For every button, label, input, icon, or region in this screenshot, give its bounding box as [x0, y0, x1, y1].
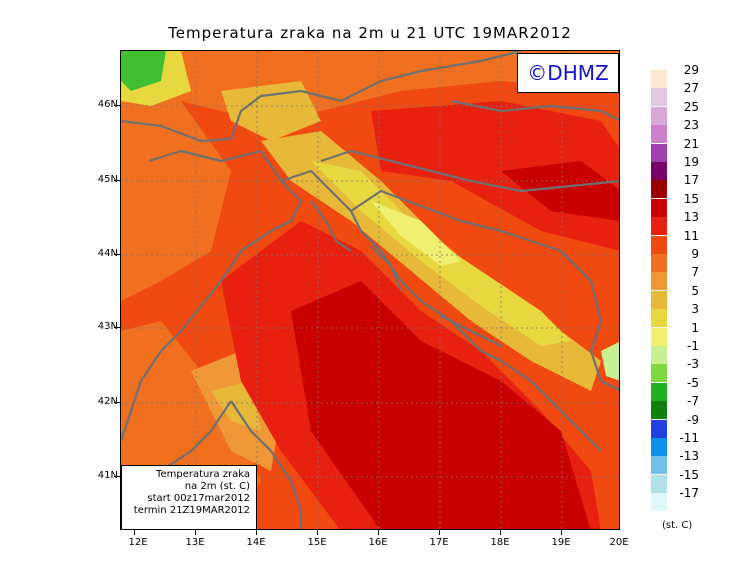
info-line-4: termin 21Z19MAR2012 — [133, 505, 250, 516]
legend-label: -17 — [679, 486, 699, 501]
legend-label: -1 — [687, 339, 699, 353]
legend-unit: (st. C) — [662, 520, 693, 531]
temperature-field — [121, 51, 619, 529]
lon-tick — [439, 530, 440, 535]
lon-label-18: 18E — [490, 537, 510, 548]
italy-coast — [230, 400, 303, 529]
lon-label-13: 13E — [185, 537, 205, 548]
lat-label-44: 44N — [97, 248, 118, 259]
lon-label-12: 12E — [128, 537, 148, 548]
legend-swatch — [651, 364, 667, 383]
legend-label: 7 — [691, 265, 699, 280]
info-box: Temperatura zraka na 2m (st. C) start 00… — [121, 465, 257, 529]
field-pannonia — [371, 101, 619, 251]
coastlines — [121, 51, 619, 483]
legend-label: 23 — [683, 118, 699, 133]
lat-label-46: 46N — [97, 99, 118, 110]
lon-tick — [500, 530, 501, 535]
lat-tick — [114, 402, 120, 403]
lon-tick — [378, 530, 379, 535]
legend-label: -5 — [687, 375, 699, 390]
graticule — [121, 51, 619, 529]
legend-swatch — [651, 162, 667, 180]
lat-tick — [114, 254, 120, 255]
legend-label: 19 — [683, 155, 699, 169]
dhmz-logo: ©DHMZ — [517, 53, 619, 93]
field-alps-freezing — [121, 51, 166, 91]
map-title: Temperatura zraka na 2m u 21 UTC 19MAR20… — [168, 24, 572, 42]
legend-swatch — [651, 88, 667, 107]
field-adriatic-warm — [291, 281, 591, 529]
lat-tick — [114, 327, 120, 328]
lon-label-20: 20E — [609, 537, 629, 548]
legend-label: 3 — [691, 302, 699, 317]
lon-tick — [561, 530, 562, 535]
legend-swatch — [651, 401, 667, 420]
legend-swatch — [651, 272, 667, 291]
legend-swatch — [651, 125, 667, 144]
legend-label: 11 — [683, 228, 699, 243]
legend-swatch — [651, 327, 667, 346]
field-montenegro-cold — [601, 342, 619, 381]
field-dinaric-coldest — [371, 201, 461, 266]
legend-label: -11 — [679, 431, 699, 445]
legend-swatch — [651, 235, 667, 254]
legend-label: 21 — [683, 136, 699, 151]
legend-swatch — [651, 456, 667, 475]
legend-swatch — [651, 346, 667, 364]
legend-label: 15 — [683, 191, 699, 206]
lon-tick — [317, 530, 318, 535]
lat-label-41: 41N — [97, 470, 118, 481]
info-line-1: Temperatura zraka — [156, 469, 250, 480]
legend-swatch — [651, 309, 667, 328]
lon-label-17: 17E — [429, 537, 449, 548]
legend-swatch — [651, 474, 667, 493]
legend-swatch — [651, 180, 667, 199]
info-line-3: start 00z17mar2012 — [147, 493, 250, 504]
legend-label: 27 — [683, 81, 699, 96]
legend-label: 25 — [683, 99, 699, 114]
legend-swatch — [651, 143, 667, 162]
lon-label-16: 16E — [368, 537, 388, 548]
legend-label: -15 — [679, 467, 699, 482]
legend-label: -7 — [687, 394, 699, 409]
legend-swatch — [651, 254, 667, 272]
legend-swatch — [651, 198, 667, 217]
lon-tick — [134, 530, 135, 535]
lon-label-19: 19E — [551, 537, 571, 548]
legend-label: 17 — [683, 173, 699, 188]
legend-swatch — [651, 217, 667, 236]
field-italy-north — [121, 101, 231, 301]
field-pannonia-warm — [501, 161, 619, 221]
lon-label-14: 14E — [246, 537, 266, 548]
lat-tick — [114, 105, 120, 106]
legend-label: 13 — [683, 210, 699, 225]
field-slovenia — [221, 81, 321, 141]
info-line-2: na 2m (st. C) — [184, 481, 250, 492]
lat-label-43: 43N — [97, 321, 118, 332]
lon-label-15: 15E — [307, 537, 327, 548]
legend-swatch — [651, 382, 667, 401]
legend-label: -9 — [687, 412, 699, 427]
lon-tick — [256, 530, 257, 535]
legend-label: 5 — [691, 283, 699, 298]
lon-tick — [195, 530, 196, 535]
legend-label: 29 — [683, 63, 699, 77]
legend-label: -3 — [687, 357, 699, 372]
legend-label: -13 — [679, 449, 699, 464]
legend-swatch — [651, 290, 667, 309]
lat-label-45: 45N — [97, 174, 118, 185]
lat-tick — [114, 180, 120, 181]
legend-swatch — [651, 419, 667, 438]
legend-label: 9 — [691, 247, 699, 261]
lat-label-42: 42N — [97, 396, 118, 407]
legend-label: 1 — [691, 320, 699, 335]
lat-tick — [114, 476, 120, 477]
legend-swatch — [651, 70, 667, 88]
legend-swatch — [651, 438, 667, 456]
temperature-map: ©DHMZ Temperatura zraka na 2m (st. C) st… — [120, 50, 620, 530]
legend-swatch — [651, 493, 667, 512]
legend-swatch — [651, 106, 667, 125]
